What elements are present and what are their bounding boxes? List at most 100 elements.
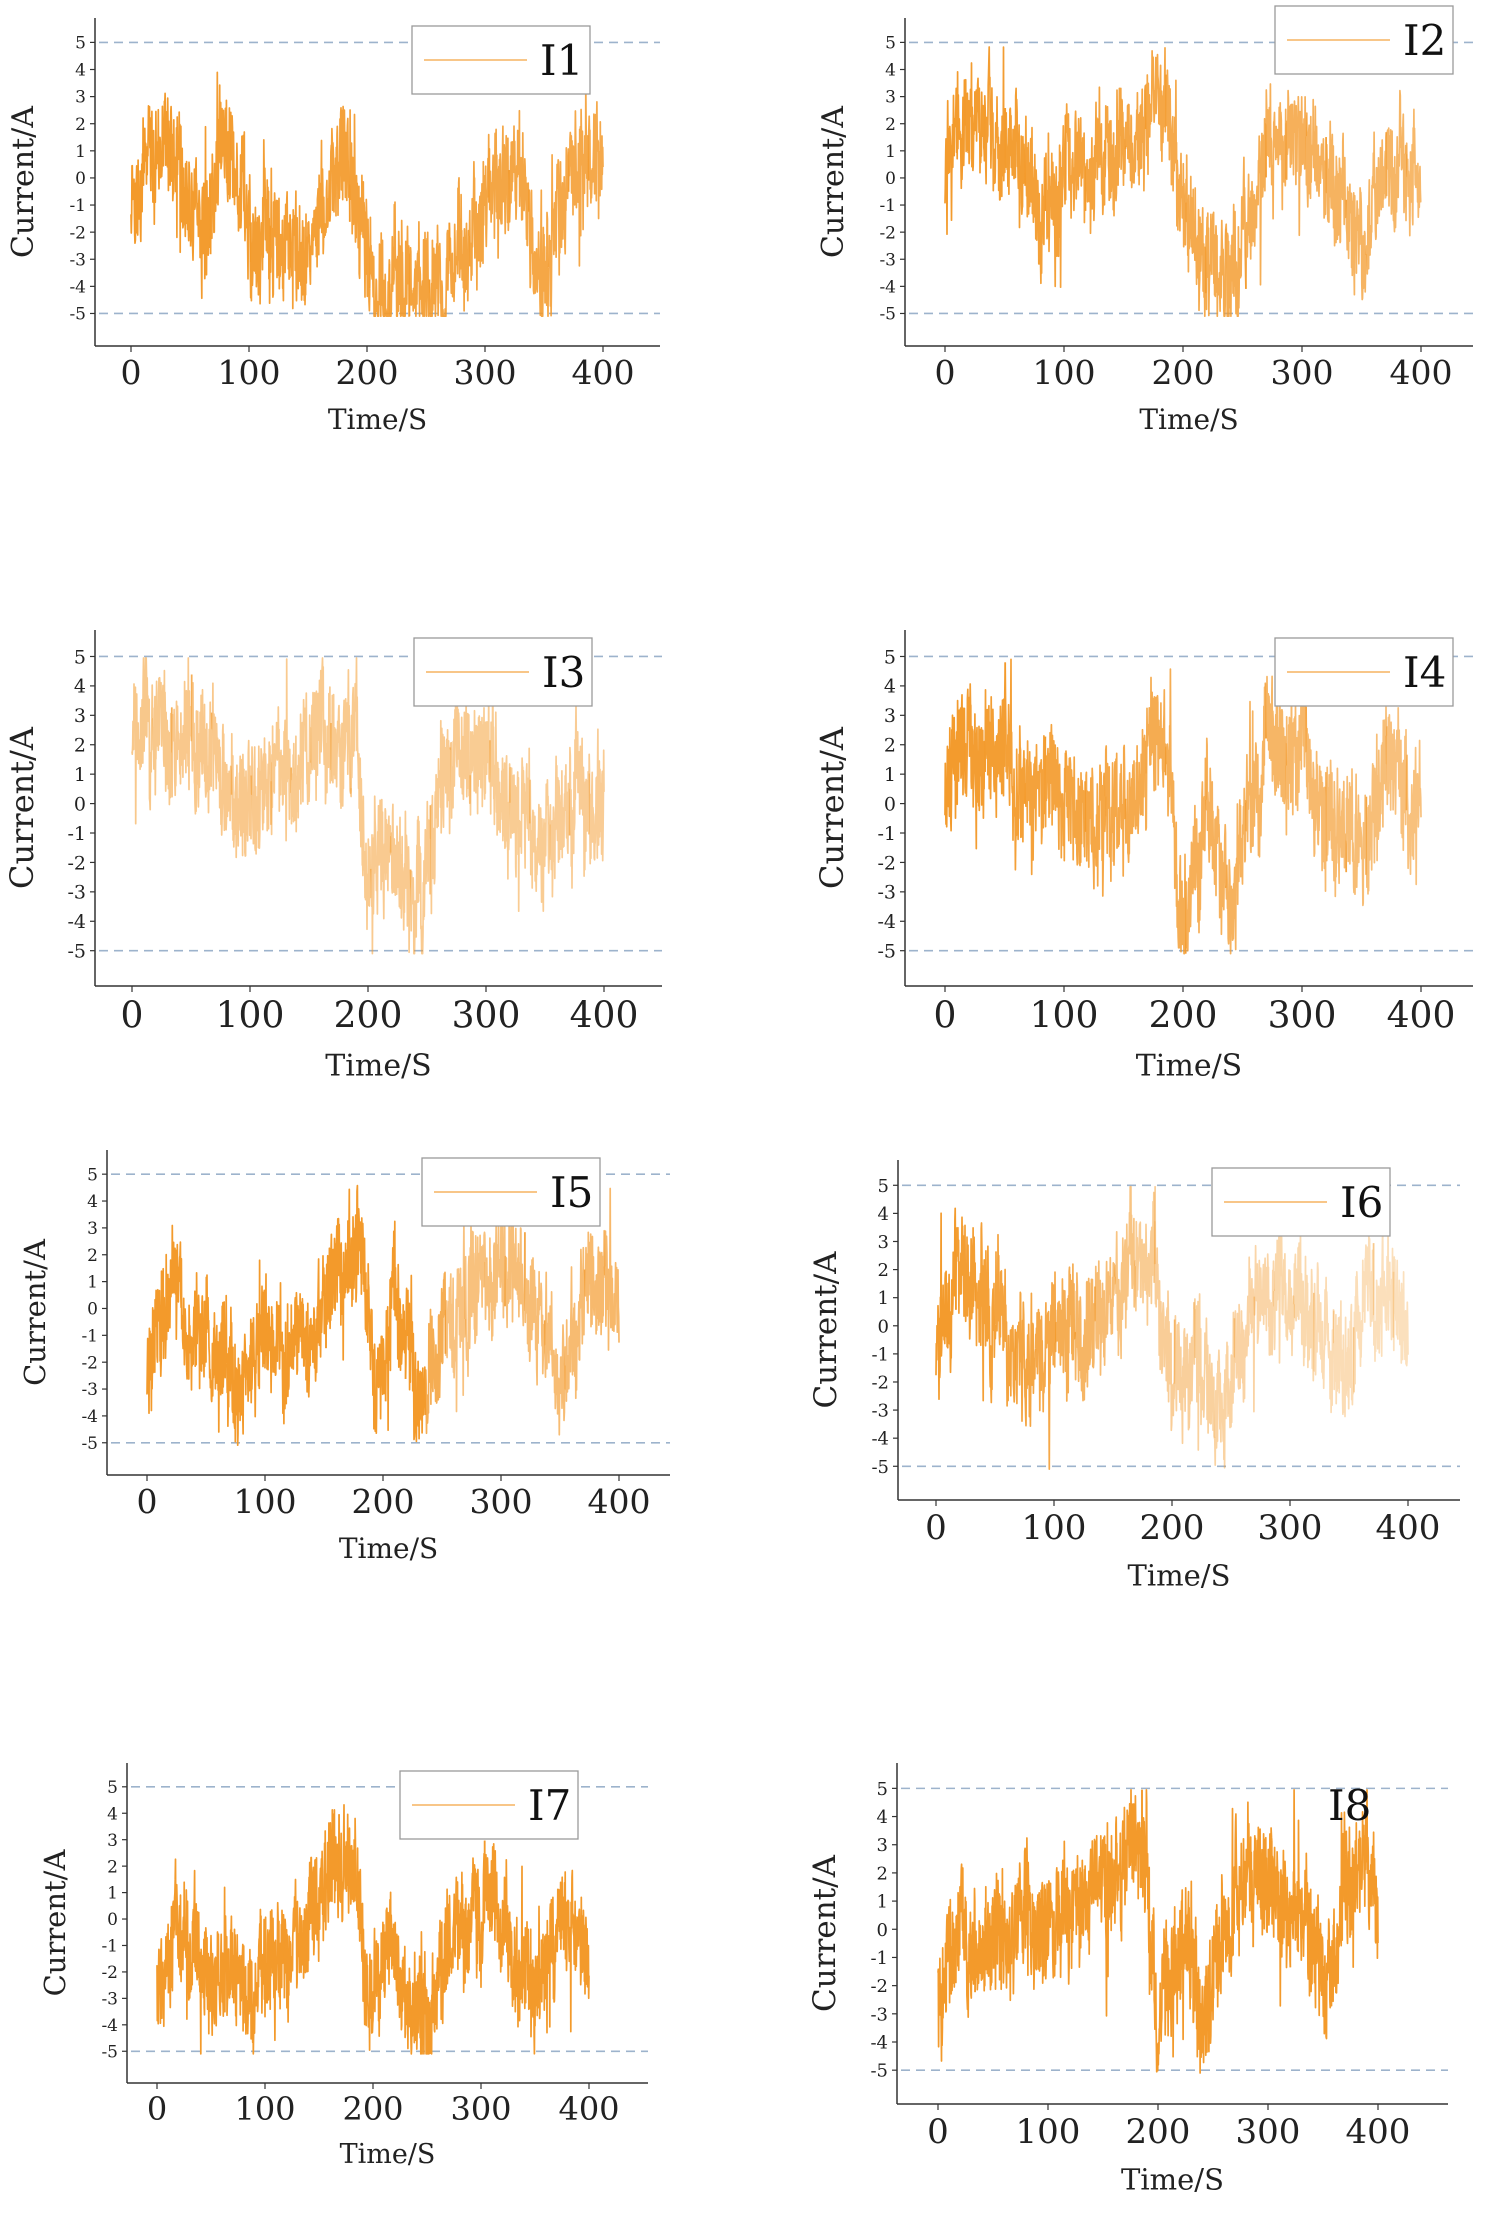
- series-line-I7: [228, 1915, 249, 2035]
- y-tick-label: -2: [870, 1976, 888, 1997]
- y-tick-label: -1: [81, 1326, 98, 1346]
- series-line-I6: [994, 1233, 1017, 1407]
- series-line-I8: [1085, 1834, 1106, 1955]
- series-line-I3: [588, 728, 605, 865]
- series-line-I6: [1253, 1244, 1276, 1356]
- y-tick-label: -3: [877, 882, 896, 904]
- y-tick-label: 3: [107, 1831, 118, 1851]
- series-line-I5: [603, 1187, 620, 1351]
- series-line-I4: [1205, 737, 1227, 936]
- y-tick-label: -1: [871, 1344, 889, 1365]
- y-tick-label: 0: [877, 1920, 888, 1941]
- series-line-I6: [1392, 1256, 1409, 1367]
- x-tick-label: 0: [137, 1482, 158, 1521]
- y-tick-label: 4: [87, 1192, 98, 1212]
- series-line-I8: [1066, 1854, 1088, 1985]
- series-line-I7: [247, 1908, 268, 2055]
- series-line-I2: [1024, 115, 1047, 285]
- series-line-I5: [424, 1271, 447, 1435]
- series-line-I4: [944, 693, 966, 832]
- series-line-I7: [520, 1865, 541, 2055]
- y-tick-label: -1: [879, 196, 896, 216]
- y-tick-label: 2: [75, 115, 86, 135]
- y-tick-label: -4: [870, 2032, 888, 2053]
- y-tick-label: 3: [877, 1835, 888, 1856]
- series-line-I4: [1345, 768, 1368, 907]
- chart-panel-4: 5 4 3 2 1 0 -1 -2 -3 -4 -5 0 100 200 300 400 Time/S Curre…: [813, 630, 1473, 1083]
- x-tick-label: 400: [1346, 2112, 1411, 2152]
- series-line-I2: [1285, 89, 1307, 237]
- series-line-I8: [1215, 1807, 1236, 2008]
- series-line-I7: [156, 1879, 177, 2028]
- series-line-I8: [1122, 1788, 1143, 1906]
- series-line-I2: [1104, 87, 1127, 217]
- series-line-I7: [320, 1809, 340, 1942]
- chart-panel-3: 5 4 3 2 1 0 -1 -2 -3 -4 -5 0 100 200 300 400 Time/S Curre…: [3, 630, 662, 1083]
- legend-label: I2: [1403, 16, 1446, 65]
- series-line-I7: [265, 1901, 286, 2042]
- series-line-I1: [130, 104, 152, 245]
- series-line-I3: [270, 658, 292, 842]
- legend: I6: [1211, 1167, 1391, 1237]
- series-line-I1: [189, 125, 212, 300]
- series-line-I6: [1332, 1300, 1355, 1418]
- series-line-I2: [964, 62, 986, 174]
- x-axis-title: Time/S: [340, 2139, 436, 2170]
- series-line-I1: [289, 190, 311, 310]
- y-tick-label: -5: [81, 1434, 98, 1454]
- series-line-I8: [1233, 1801, 1255, 1957]
- x-tick-label: 0: [121, 995, 144, 1036]
- series-line-I2: [1405, 108, 1422, 237]
- y-tick-label: -4: [69, 277, 86, 297]
- series-line-I1: [547, 147, 570, 317]
- y-tick-label: 5: [87, 1165, 98, 1185]
- y-tick-label: 1: [75, 142, 86, 162]
- series-line-I8: [1363, 1788, 1379, 1960]
- series-line-I4: [1084, 764, 1107, 897]
- legend-label: I4: [1403, 648, 1446, 697]
- x-tick-label: 300: [450, 2090, 511, 2128]
- series-line-I4: [1104, 744, 1127, 883]
- chart-panel-1: 5 4 3 2 1 0 -1 -2 -3 -4 -5 0 100 200 300 400 Time/S Curre…: [6, 18, 660, 436]
- series-line-I6: [1173, 1301, 1196, 1445]
- series-line-I4: [1184, 757, 1207, 954]
- series-line-I5: [444, 1219, 467, 1413]
- series-line-I8: [1345, 1811, 1366, 1968]
- legend: I7: [399, 1770, 579, 1840]
- series-line-I1: [468, 133, 490, 291]
- series-line-I3: [250, 737, 273, 855]
- y-tick-label: 4: [884, 676, 896, 698]
- series-line-I4: [1164, 668, 1187, 955]
- y-tick-label: 5: [877, 1779, 888, 1800]
- x-tick-label: 0: [147, 2090, 167, 2128]
- y-tick-label: -5: [871, 1457, 889, 1478]
- series-line-I2: [1064, 103, 1087, 224]
- series-line-I4: [1405, 739, 1422, 886]
- series-line-I1: [567, 85, 590, 267]
- y-tick-label: 4: [107, 1804, 118, 1824]
- y-tick-label: 5: [107, 1778, 118, 1798]
- series-line-I3: [190, 674, 213, 815]
- y-tick-label: 2: [107, 1857, 118, 1877]
- series-line-I4: [964, 683, 986, 850]
- series-line-I1: [408, 220, 431, 318]
- series-line-I4: [1024, 735, 1047, 876]
- series-line-I8: [1029, 1880, 1051, 1991]
- series-line-I8: [1048, 1840, 1069, 1979]
- series-line-I2: [1385, 89, 1408, 233]
- x-tick-label: 400: [572, 353, 635, 392]
- y-tick-label: 0: [884, 793, 896, 815]
- series-line-I6: [1293, 1234, 1315, 1382]
- y-tick-label: 5: [878, 1176, 889, 1197]
- x-tick-label: 300: [1268, 995, 1337, 1036]
- series-line-I4: [1245, 682, 1267, 858]
- series-line-I6: [974, 1222, 997, 1404]
- x-tick-label: 100: [1030, 995, 1099, 1036]
- series-line-I2: [984, 46, 1007, 201]
- y-axis-title: Current/A: [808, 1251, 844, 1409]
- x-axis-title: Time/S: [1136, 1048, 1242, 1083]
- series-line-I2: [1265, 83, 1287, 220]
- y-tick-label: -4: [67, 911, 86, 933]
- x-tick-label: 0: [934, 995, 957, 1036]
- series-line-I8: [1326, 1811, 1347, 2009]
